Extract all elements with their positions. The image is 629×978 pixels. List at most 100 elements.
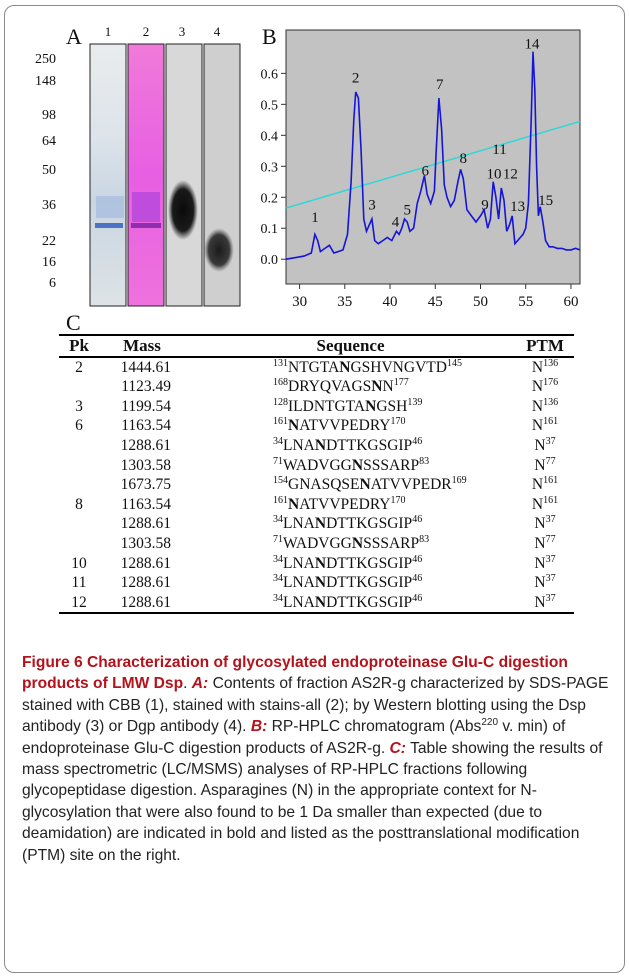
residue-number: 46 — [412, 553, 423, 565]
y-tick-label: 0.0 — [261, 253, 279, 268]
sequence-segment: N — [531, 397, 544, 415]
glycosylated-asparagine: N — [314, 436, 327, 454]
sequence-segment: GNASQSE — [288, 476, 360, 494]
blot-band — [204, 228, 234, 272]
y-tick-label: 0.5 — [261, 98, 279, 113]
table-header-row: Pk Mass Sequence PTM — [59, 334, 574, 358]
sequence-segment: N — [534, 456, 546, 474]
sequence-segment: DTTKGSGIP — [326, 554, 413, 572]
sequence-segment: GSH — [376, 397, 408, 415]
mw-marker-label: 6 — [49, 276, 56, 291]
mw-marker-label: 16 — [42, 255, 56, 270]
glycosylated-asparagine: N — [351, 534, 364, 552]
mw-marker-label: 148 — [35, 74, 56, 89]
sequence-segment: N — [534, 593, 546, 611]
residue-number: 46 — [412, 573, 423, 585]
residue-number: 71 — [273, 455, 283, 467]
cell-peak — [59, 514, 99, 534]
cell-sequence: 161NATVVPEDRY170 — [185, 495, 516, 515]
table-row: 1123.49 168DRYQVAGSNN177 N176 — [59, 377, 574, 397]
cell-peak — [59, 534, 99, 554]
sequence-segment: LNA — [283, 593, 315, 611]
sequence-segment: LNA — [283, 574, 315, 592]
cell-peak: 2 — [75, 358, 83, 376]
panel-a-letter: A — [66, 24, 82, 49]
cell-peak: 6 — [75, 417, 83, 435]
residue-number: 131 — [273, 357, 288, 369]
residue-number: 83 — [419, 455, 430, 467]
mw-marker-label: 36 — [42, 198, 56, 213]
caption-text: . — [183, 675, 192, 693]
residue-number: 77 — [545, 533, 556, 545]
residue-number: 161 — [543, 416, 559, 428]
caption-text-c: Table showing the results of mass spectr… — [22, 739, 603, 864]
cell-sequence: 34LNANDTTKGSGIP46 — [185, 554, 516, 574]
peak-label: 2 — [352, 71, 360, 87]
peak-label: 13 — [510, 199, 525, 215]
glycosylated-asparagine: N — [288, 495, 300, 513]
sequence-segment: DTTKGSGIP — [326, 593, 413, 611]
cell-mass: 1303.58 — [120, 534, 171, 552]
table-row: 10 1288.61 34LNANDTTKGSGIP46 N37 — [59, 554, 574, 574]
sequence-segment: DTTKGSGIP — [326, 436, 413, 454]
cell-sequence: 154GNASQSENATVVPEDR169 — [185, 475, 516, 495]
y-tick-label: 0.4 — [261, 129, 279, 144]
residue-number: 34 — [273, 435, 283, 447]
glycosylated-asparagine: N — [359, 476, 371, 494]
x-tick-label: 40 — [383, 294, 398, 310]
cell-peak — [59, 377, 99, 397]
sequence-segment: ATVVPEDRY — [299, 495, 391, 513]
column-header-ptm: PTM — [516, 334, 574, 358]
sequence-segment: N — [531, 476, 544, 494]
cell-peak: 12 — [59, 592, 99, 615]
caption-text-b: RP-HPLC chromatogram (Abs — [267, 718, 482, 736]
residue-number: 176 — [543, 377, 559, 389]
peak-label: 14 — [525, 37, 541, 53]
residue-number: 37 — [545, 592, 556, 604]
caption-superscript: 220 — [481, 717, 499, 729]
table-row: 1673.75 154GNASQSENATVVPEDR169 N161 — [59, 475, 574, 495]
cell-sequence: 34LNANDTTKGSGIP46 — [185, 436, 516, 456]
table-row: 1303.58 71WADVGGNSSSARP83 N77 — [59, 456, 574, 476]
peak-label: 5 — [403, 202, 411, 218]
cell-peak: 11 — [71, 574, 87, 592]
residue-number: 136 — [543, 357, 559, 369]
glycosylated-asparagine: N — [314, 515, 327, 533]
residue-number: 83 — [419, 533, 430, 545]
cell-peak: 8 — [75, 495, 83, 513]
glycosylated-asparagine: N — [371, 378, 383, 396]
gel-band — [132, 192, 160, 222]
lane-2-gel — [127, 43, 165, 307]
residue-number: 154 — [273, 475, 288, 487]
residue-number: 161 — [273, 494, 288, 506]
chromatogram-trace — [285, 51, 581, 260]
cell-peak — [59, 475, 99, 495]
residue-number: 128 — [273, 396, 288, 408]
peak-label: 6 — [422, 164, 430, 180]
glycosylated-asparagine: N — [314, 593, 327, 611]
cell-ptm: N37 — [516, 592, 574, 615]
residue-number: 71 — [273, 533, 283, 545]
table-row: 2 1444.61 131NTGTANGSHVNGVTD145 N136 — [59, 357, 574, 378]
sequence-segment: LNA — [283, 554, 315, 572]
peak-label: 7 — [436, 77, 444, 93]
cell-ptm: N161 — [516, 475, 574, 495]
cell-ptm: N176 — [516, 377, 574, 397]
sequence-segment: DTTKGSGIP — [326, 574, 413, 592]
lane-number: 2 — [142, 24, 150, 39]
residue-number: 46 — [412, 435, 423, 447]
y-tick-label: 0.3 — [261, 160, 279, 175]
sequence-segment: LNA — [283, 515, 315, 533]
glycosylated-asparagine: N — [314, 554, 327, 572]
caption-label-c: C: — [389, 739, 407, 757]
cell-mass: 1288.61 — [120, 574, 171, 592]
cell-sequence: 161NATVVPEDRY170 — [185, 416, 516, 436]
lane-number: 4 — [213, 24, 221, 39]
sequence-segment: N — [534, 436, 546, 454]
sequence-segment: N — [531, 417, 544, 435]
sequence-segment: SSSARP — [363, 534, 420, 552]
cell-mass: 1673.75 — [120, 476, 171, 494]
cell-mass: 1288.61 — [120, 436, 171, 454]
residue-number: 46 — [412, 592, 423, 604]
cell-mass: 1303.58 — [120, 456, 171, 474]
